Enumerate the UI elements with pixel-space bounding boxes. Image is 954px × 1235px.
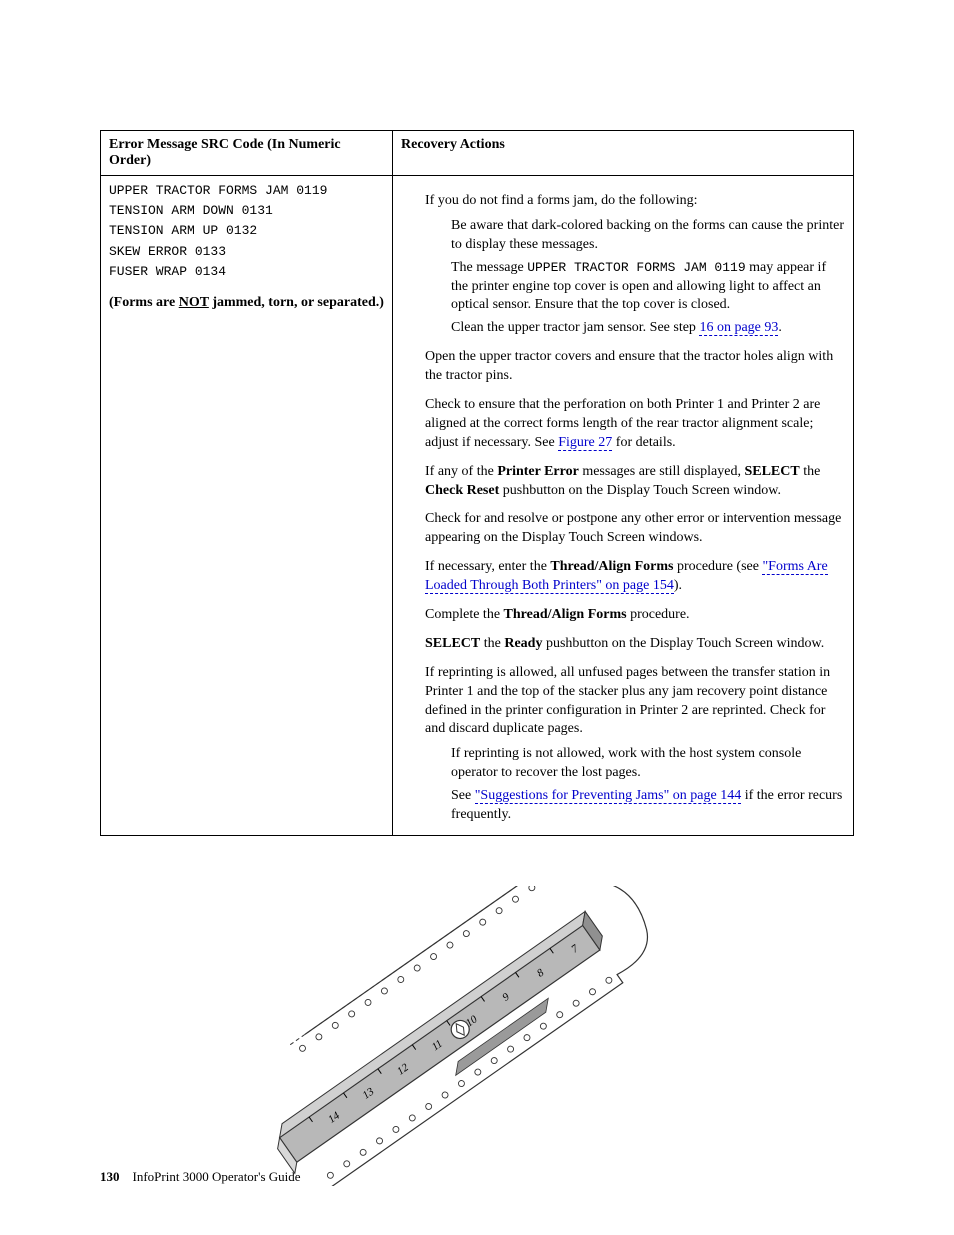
text: Complete the: [425, 607, 504, 622]
tractor-alignment-diagram: 7891011121314: [217, 886, 737, 1186]
bold-text: SELECT: [425, 636, 480, 651]
text: See: [451, 788, 475, 803]
text: .: [778, 320, 782, 335]
recovery-substep: Be aware that dark-colored backing on th…: [451, 217, 845, 255]
text: messages are still displayed,: [579, 464, 745, 479]
note-text: (Forms are: [109, 295, 179, 310]
note-not: NOT: [179, 295, 209, 310]
bold-text: Ready: [504, 636, 542, 651]
note-text: jammed, torn, or separated.): [209, 295, 384, 310]
src-code: FUSER WRAP 0134: [109, 263, 384, 281]
recovery-step: Check for and resolve or postpone any ot…: [425, 510, 845, 548]
bold-text: Thread/Align Forms: [504, 607, 627, 622]
src-code: UPPER TRACTOR FORMS JAM 0119: [109, 182, 384, 200]
page: Error Message SRC Code (In Numeric Order…: [0, 0, 954, 1235]
recovery-step: If you do not find a forms jam, do the f…: [425, 192, 845, 211]
recovery-step: SELECT the Ready pushbutton on the Displ…: [425, 635, 845, 654]
alignment-figure: 7891011121314: [217, 886, 737, 1191]
src-code: SKEW ERROR 0133: [109, 243, 384, 261]
src-code: TENSION ARM UP 0132: [109, 222, 384, 240]
text: If any of the: [425, 464, 497, 479]
text: procedure (see: [673, 559, 762, 574]
bold-text: Check Reset: [425, 483, 499, 498]
text: Clean the upper tractor jam sensor. See …: [451, 320, 699, 335]
link-figure-27[interactable]: Figure 27: [558, 435, 612, 451]
page-number: 130: [100, 1169, 120, 1184]
recovery-step: Open the upper tractor covers and ensure…: [425, 348, 845, 386]
text: the: [480, 636, 504, 651]
recovery-step: If reprinting is allowed, all unfused pa…: [425, 664, 845, 740]
link-step-16[interactable]: 16 on page 93: [699, 320, 778, 336]
cell-recovery-actions: If you do not find a forms jam, do the f…: [393, 176, 854, 836]
error-recovery-table: Error Message SRC Code (In Numeric Order…: [100, 130, 854, 836]
text: The message: [451, 260, 527, 275]
bold-text: SELECT: [744, 464, 799, 479]
src-code: TENSION ARM DOWN 0131: [109, 202, 384, 220]
recovery-step: Check to ensure that the perforation on …: [425, 396, 845, 453]
text: If necessary, enter the: [425, 559, 550, 574]
cell-error-codes: UPPER TRACTOR FORMS JAM 0119 TENSION ARM…: [101, 176, 393, 836]
text: ).: [674, 578, 682, 593]
recovery-substep: If reprinting is not allowed, work with …: [451, 745, 845, 783]
recovery-substep: See "Suggestions for Preventing Jams" on…: [451, 787, 845, 825]
text: for details.: [612, 435, 675, 450]
table-header-row: Error Message SRC Code (In Numeric Order…: [101, 131, 854, 176]
link-preventing-jams[interactable]: "Suggestions for Preventing Jams" on pag…: [475, 788, 742, 804]
recovery-step: If necessary, enter the Thread/Align For…: [425, 558, 845, 596]
header-recovery: Recovery Actions: [393, 131, 854, 176]
recovery-substep: Clean the upper tractor jam sensor. See …: [451, 319, 845, 338]
bold-text: Thread/Align Forms: [550, 559, 673, 574]
footer-title: InfoPrint 3000 Operator's Guide: [133, 1169, 301, 1184]
page-footer: 130 InfoPrint 3000 Operator's Guide: [100, 1169, 301, 1185]
text: the: [800, 464, 821, 479]
bold-text: Printer Error: [497, 464, 579, 479]
table-row: UPPER TRACTOR FORMS JAM 0119 TENSION ARM…: [101, 176, 854, 836]
forms-note: (Forms are NOT jammed, torn, or separate…: [109, 295, 384, 311]
recovery-step: Complete the Thread/Align Forms procedur…: [425, 606, 845, 625]
code-text: UPPER TRACTOR FORMS JAM 0119: [527, 260, 745, 275]
recovery-substep: The message UPPER TRACTOR FORMS JAM 0119…: [451, 259, 845, 316]
header-error-code: Error Message SRC Code (In Numeric Order…: [101, 131, 393, 176]
text: pushbutton on the Display Touch Screen w…: [542, 636, 824, 651]
text: procedure.: [627, 607, 690, 622]
text: pushbutton on the Display Touch Screen w…: [499, 483, 781, 498]
recovery-step: If any of the Printer Error messages are…: [425, 463, 845, 501]
